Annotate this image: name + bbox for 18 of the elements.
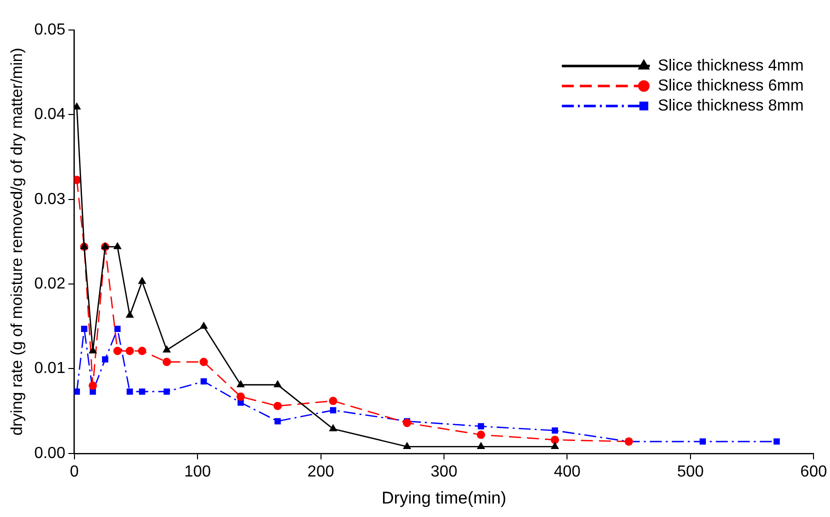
x-tick-label: 100 — [184, 463, 212, 480]
x-tick-label: 500 — [677, 463, 704, 480]
y-axis-title: drying rate (g of moisture removed/g of dry matter/min) — [9, 48, 26, 436]
y-tick-label: 0.05 — [34, 21, 66, 38]
x-tick-label: 600 — [800, 463, 828, 480]
y-tick-label: 0.01 — [34, 360, 66, 378]
x-axis-title: Drying time(min) — [382, 488, 506, 508]
y-tick-label: 0.00 — [34, 444, 66, 462]
x-tick-label: 200 — [307, 463, 334, 480]
legend-label: Slice thickness 4mm — [658, 57, 804, 74]
y-tick-label: 0.02 — [34, 275, 66, 292]
legend-label: Slice thickness 6mm — [658, 77, 804, 94]
legend-label: Slice thickness 8mm — [658, 97, 804, 114]
x-tick-label: 300 — [430, 463, 458, 480]
y-tick-label: 0.03 — [34, 190, 66, 208]
x-tick-label: 400 — [554, 463, 581, 480]
x-tick-label: 0 — [70, 463, 79, 480]
y-tick-label: 0.04 — [34, 106, 66, 124]
